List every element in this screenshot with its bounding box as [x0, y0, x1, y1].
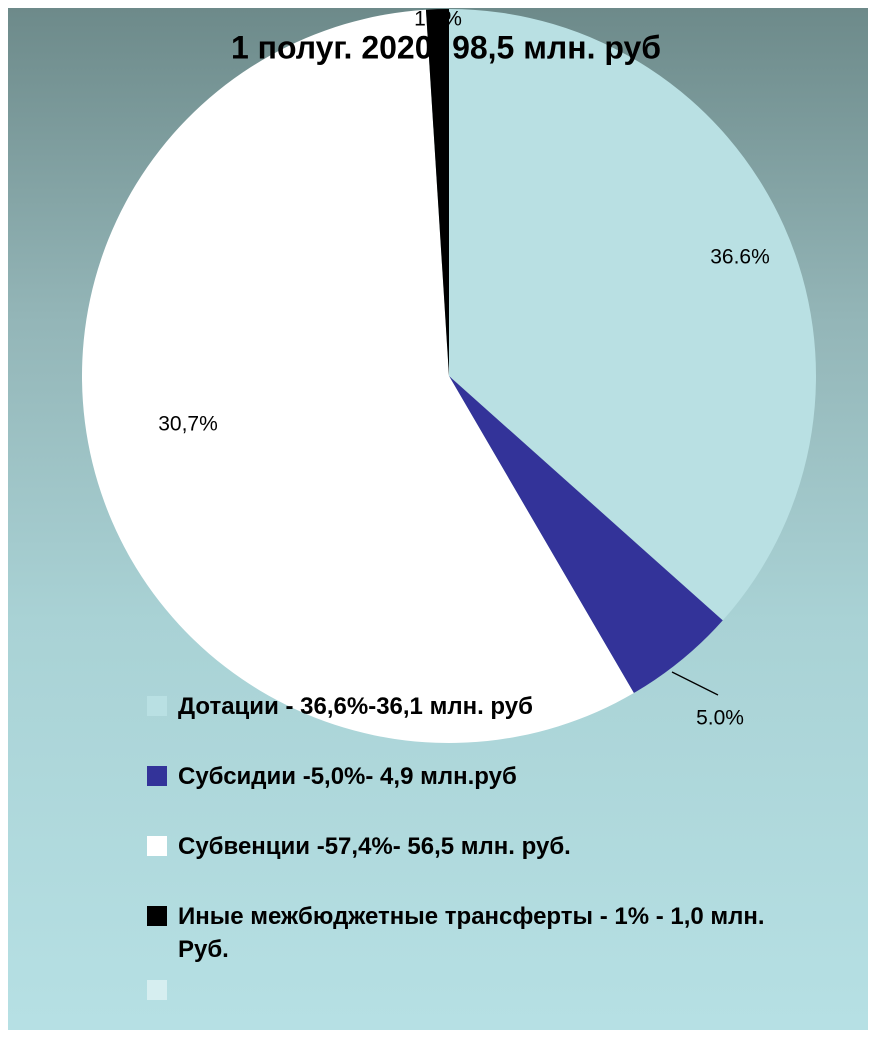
- legend-swatch: [147, 836, 167, 856]
- pie-slice: [425, 9, 449, 376]
- legend-label: Субсидии -5,0%- 4,9 млн.руб: [178, 763, 517, 790]
- legend-label: Иные межбюджетные трансферты - 1% - 1,0 …: [178, 903, 765, 963]
- legend-item: Иные межбюджетные трансферты - 1% - 1,0 …: [147, 900, 787, 966]
- pie-slice: [449, 376, 723, 694]
- slice-label: 1,0%: [414, 8, 462, 31]
- pie: [81, 9, 816, 744]
- legend-item: Субсидии -5,0%- 4,9 млн.руб: [147, 760, 787, 793]
- legend-item: Дотации - 36,6%-36,1 млн. руб: [147, 690, 787, 723]
- legend-label: Дотации - 36,6%-36,1 млн. руб: [178, 693, 533, 720]
- leader-line: [671, 671, 719, 696]
- legend-item: Субвенции -57,4%- 56,5 млн. руб.: [147, 830, 787, 863]
- legend-empty-swatch: [147, 980, 167, 1000]
- legend-swatch: [147, 696, 167, 716]
- slice-labels: 36.6% 5.0% 30,7% 1,0%: [158, 8, 770, 730]
- slice-label: 36.6%: [710, 246, 770, 269]
- legend-swatch: [147, 906, 167, 926]
- slice-label: 30,7%: [158, 413, 218, 436]
- pie-slice: [81, 9, 634, 744]
- slice-label: 5.0%: [696, 707, 744, 730]
- legend: Дотации - 36,6%-36,1 млн. руб Субсидии -5…: [147, 690, 787, 1003]
- legend-swatch: [147, 766, 167, 786]
- chart-title: 1 полуг. 2020- 98,5 млн. руб: [231, 29, 661, 65]
- legend-label: Субвенции -57,4%- 56,5 млн. руб.: [178, 833, 571, 860]
- pie-slice: [449, 9, 816, 621]
